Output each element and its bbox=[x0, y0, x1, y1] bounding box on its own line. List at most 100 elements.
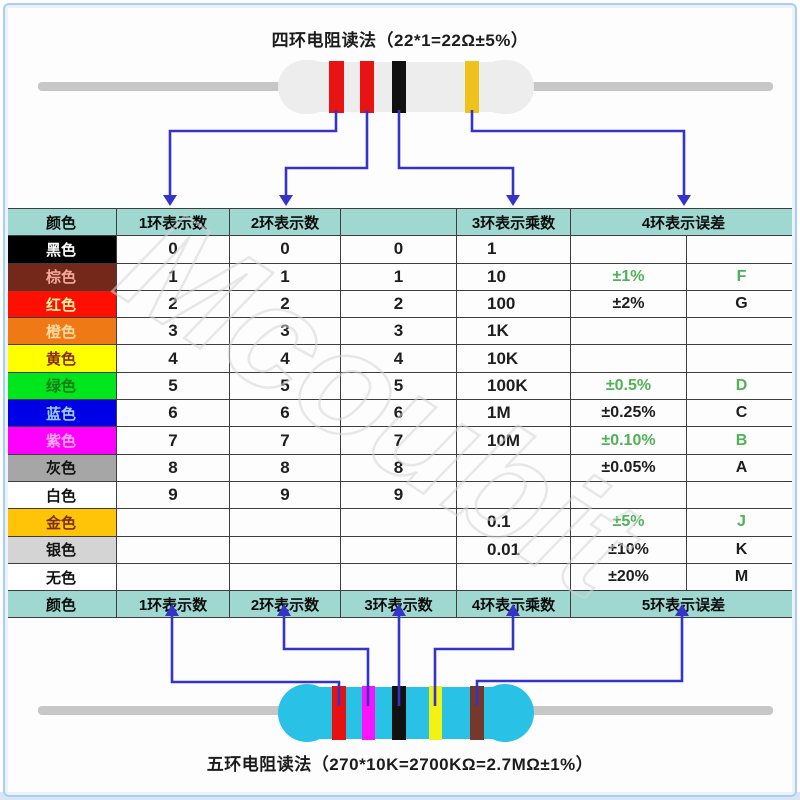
color-swatch: 金色 bbox=[5, 508, 117, 537]
header-ring4-multiplier: 4环表示乘数 bbox=[456, 590, 571, 619]
digit1-cell: 7 bbox=[116, 426, 230, 455]
digit2-cell: 6 bbox=[229, 399, 341, 428]
band-1-red bbox=[332, 686, 346, 740]
band-3-black bbox=[392, 686, 406, 740]
digit3-cell: 0 bbox=[340, 235, 457, 264]
tolerance-cell: ±10% bbox=[570, 535, 687, 564]
digit3-cell: 9 bbox=[340, 480, 457, 510]
color-row: 银色 0.01 ±10% K bbox=[5, 535, 797, 564]
color-row: 金色 0.1 ±5% J bbox=[5, 508, 797, 537]
header-blank bbox=[340, 207, 457, 237]
digit3-cell bbox=[340, 562, 457, 592]
digit1-cell bbox=[116, 562, 230, 592]
tolerance-cell: ±1% bbox=[570, 262, 687, 291]
tolerance-code-cell: M bbox=[686, 562, 797, 592]
four-band-title: 四环电阻读法（22*1=22Ω±5%） bbox=[271, 31, 529, 50]
multiplier-cell: 100K bbox=[456, 371, 571, 401]
tolerance-cell: ±0.25% bbox=[570, 399, 687, 428]
digit1-cell: 3 bbox=[116, 317, 230, 346]
digit1-cell: 8 bbox=[116, 453, 230, 482]
digit2-cell: 4 bbox=[229, 344, 341, 373]
four-band-header-row: 颜色 1环表示数 2环表示数 3环表示乘数 4环表示误差 bbox=[5, 207, 797, 237]
tolerance-code-cell bbox=[686, 235, 797, 264]
digit3-cell: 4 bbox=[340, 344, 457, 373]
digit2-cell: 2 bbox=[229, 289, 341, 319]
color-table-body: 颜色 1环表示数 2环表示数 3环表示乘数 4环表示误差 黑色 0 0 0 1 棕色 1 1 1… bbox=[5, 207, 797, 592]
color-row: 灰色 8 8 8 ±0.05% A bbox=[5, 453, 797, 482]
multiplier-cell: 10 bbox=[456, 262, 571, 291]
header-ring1: 1环表示数 bbox=[116, 590, 230, 619]
color-row: 黑色 0 0 0 1 bbox=[5, 235, 797, 264]
color-swatch: 紫色 bbox=[5, 426, 117, 455]
digit2-cell: 7 bbox=[229, 426, 341, 455]
color-row: 红色 2 2 2 100 ±2% G bbox=[5, 289, 797, 319]
tolerance-code-cell: K bbox=[686, 535, 797, 564]
color-swatch: 黑色 bbox=[5, 235, 117, 264]
tolerance-cell: ±0.10% bbox=[570, 426, 687, 455]
tolerance-cell: ±0.5% bbox=[570, 371, 687, 401]
color-row: 无色 ±20% M bbox=[5, 562, 797, 592]
color-swatch: 橙色 bbox=[5, 317, 117, 346]
tolerance-code-cell bbox=[686, 480, 797, 510]
digit1-cell bbox=[116, 535, 230, 564]
five-band-header-row: 颜色 1环表示数 2环表示数 3环表示数 4环表示乘数 5环表示误差 bbox=[5, 590, 797, 619]
multiplier-cell: 1 bbox=[456, 235, 571, 264]
header-ring5-tolerance: 5环表示误差 bbox=[570, 590, 797, 619]
digit3-cell bbox=[340, 535, 457, 564]
band-1-red bbox=[329, 61, 344, 113]
tolerance-code-cell: J bbox=[686, 508, 797, 537]
tolerance-cell: ±20% bbox=[570, 562, 687, 592]
color-swatch: 蓝色 bbox=[5, 399, 117, 428]
bottom-edge-strip bbox=[0, 792, 800, 800]
band-4-gold bbox=[465, 61, 479, 113]
tolerance-code-cell bbox=[686, 317, 797, 346]
header-color: 颜色 bbox=[5, 590, 117, 619]
tolerance-code-cell: D bbox=[686, 371, 797, 401]
tolerance-cell: ±0.05% bbox=[570, 453, 687, 482]
digit2-cell: 1 bbox=[229, 262, 341, 291]
five-band-title: 五环电阻读法（270*10K=2700KΩ=2.7MΩ±1%） bbox=[206, 755, 594, 774]
header-ring1: 1环表示数 bbox=[116, 207, 230, 237]
color-row: 白色 9 9 9 bbox=[5, 480, 797, 510]
tolerance-cell bbox=[570, 317, 687, 346]
digit2-cell bbox=[229, 535, 341, 564]
band-4-yellow bbox=[429, 686, 442, 740]
tolerance-code-cell: B bbox=[686, 426, 797, 455]
color-swatch: 棕色 bbox=[5, 262, 117, 291]
band-5-brown bbox=[470, 686, 484, 740]
digit1-cell: 2 bbox=[116, 289, 230, 319]
color-swatch: 无色 bbox=[5, 562, 117, 592]
digit2-cell bbox=[229, 508, 341, 537]
color-row: 黄色 4 4 4 10K bbox=[5, 344, 797, 373]
header-ring4-tolerance: 4环表示误差 bbox=[570, 207, 797, 237]
color-swatch: 灰色 bbox=[5, 453, 117, 482]
top-arrow-heads bbox=[163, 195, 691, 206]
color-row: 绿色 5 5 5 100K ±0.5% D bbox=[5, 371, 797, 401]
digit1-cell: 4 bbox=[116, 344, 230, 373]
multiplier-cell: 1K bbox=[456, 317, 571, 346]
digit2-cell: 5 bbox=[229, 371, 341, 401]
color-row: 紫色 7 7 7 10M ±0.10% B bbox=[5, 426, 797, 455]
multiplier-cell: 1M bbox=[456, 399, 571, 428]
tolerance-code-cell: F bbox=[686, 262, 797, 291]
tolerance-cell: ±5% bbox=[570, 508, 687, 537]
digit1-cell: 9 bbox=[116, 480, 230, 510]
digit1-cell: 6 bbox=[116, 399, 230, 428]
color-swatch: 白色 bbox=[5, 480, 117, 510]
multiplier-cell: 10M bbox=[456, 426, 571, 455]
digit2-cell: 3 bbox=[229, 317, 341, 346]
multiplier-cell bbox=[456, 453, 571, 482]
tolerance-code-cell: A bbox=[686, 453, 797, 482]
multiplier-cell bbox=[456, 480, 571, 510]
tolerance-cell bbox=[570, 480, 687, 510]
digit2-cell: 8 bbox=[229, 453, 341, 482]
digit2-cell: 9 bbox=[229, 480, 341, 510]
digit2-cell: 0 bbox=[229, 235, 341, 264]
header-ring3: 3环表示数 bbox=[340, 590, 457, 619]
color-row: 蓝色 6 6 6 1M ±0.25% C bbox=[5, 399, 797, 428]
digit2-cell bbox=[229, 562, 341, 592]
digit3-cell: 2 bbox=[340, 289, 457, 319]
digit1-cell: 0 bbox=[116, 235, 230, 264]
tolerance-code-cell: G bbox=[686, 289, 797, 319]
digit3-cell: 6 bbox=[340, 399, 457, 428]
